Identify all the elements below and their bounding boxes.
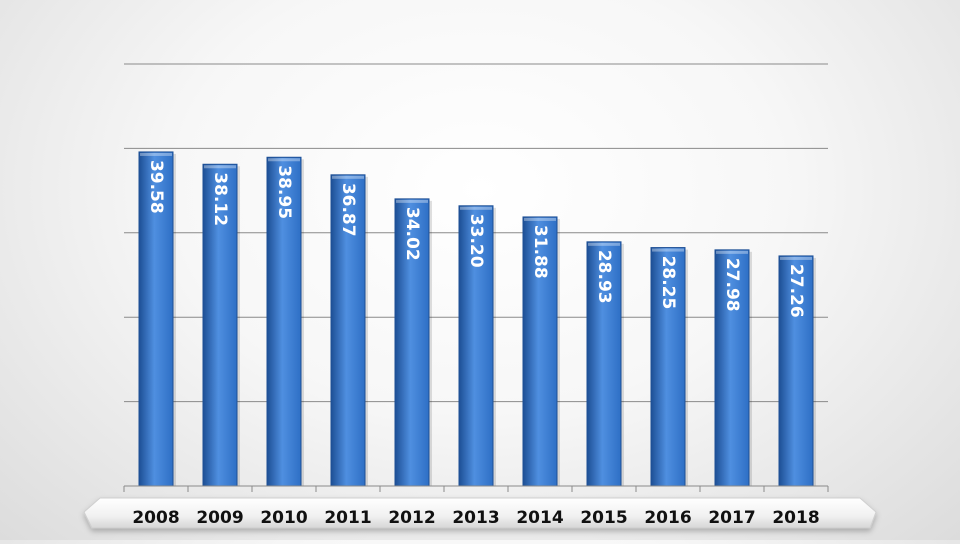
bar-highlight [204, 165, 236, 169]
data-label: 33.20 [466, 214, 486, 268]
bar-highlight [396, 199, 428, 203]
bar-2015 [586, 241, 622, 487]
bar-2009 [202, 163, 238, 487]
data-label: 36.87 [338, 183, 358, 237]
bar-highlight [652, 248, 684, 252]
x-tick-label: 2008 [132, 508, 179, 528]
x-tick-label: 2016 [644, 508, 691, 528]
x-axis [123, 485, 829, 492]
bar-highlight [780, 256, 812, 260]
x-tick-label: 2017 [708, 508, 755, 528]
bar-2012 [394, 198, 430, 487]
data-label: 27.26 [786, 264, 806, 318]
x-tick-labels: 2008 2009 2010 2011 2012 2013 2014 2015 2016 2017… [132, 508, 819, 528]
base-platform [83, 497, 877, 529]
bar-highlight [524, 217, 556, 221]
x-tick-label: 2013 [452, 508, 499, 528]
bar-2016 [650, 247, 686, 487]
bar-2017 [714, 249, 750, 487]
data-label: 34.02 [402, 207, 422, 261]
x-tick-label: 2009 [196, 508, 243, 528]
x-tick-label: 2018 [772, 508, 819, 528]
bar-2014 [522, 216, 558, 487]
bar-highlight [140, 152, 172, 156]
bar-highlight [588, 242, 620, 246]
data-label: 39.58 [146, 160, 166, 214]
data-label: 27.98 [722, 258, 742, 312]
bar-2018 [778, 255, 814, 487]
bar-highlight [716, 250, 748, 254]
data-label: 38.95 [274, 165, 294, 219]
bar-highlight [460, 206, 492, 210]
x-tick-label: 2011 [324, 508, 371, 528]
data-label: 31.88 [530, 225, 550, 279]
base-platform-shape [83, 497, 877, 529]
x-tick-label: 2010 [260, 508, 307, 528]
x-tick-label: 2012 [388, 508, 435, 528]
x-tick-label: 2014 [516, 508, 563, 528]
bar-2011 [330, 174, 366, 487]
bars [138, 151, 816, 487]
x-tick-label: 2015 [580, 508, 627, 528]
bar-2008 [138, 151, 174, 487]
bar-highlight [268, 158, 300, 162]
data-label: 28.93 [594, 250, 614, 304]
data-label: 28.25 [658, 256, 678, 310]
bar-2013 [458, 205, 494, 487]
bar-highlight [332, 175, 364, 179]
bar-2010 [266, 156, 302, 487]
data-labels: 39.58 38.12 38.95 36.87 34.02 33.20 31.88 28.93… [146, 160, 806, 318]
data-label: 38.12 [210, 172, 230, 226]
